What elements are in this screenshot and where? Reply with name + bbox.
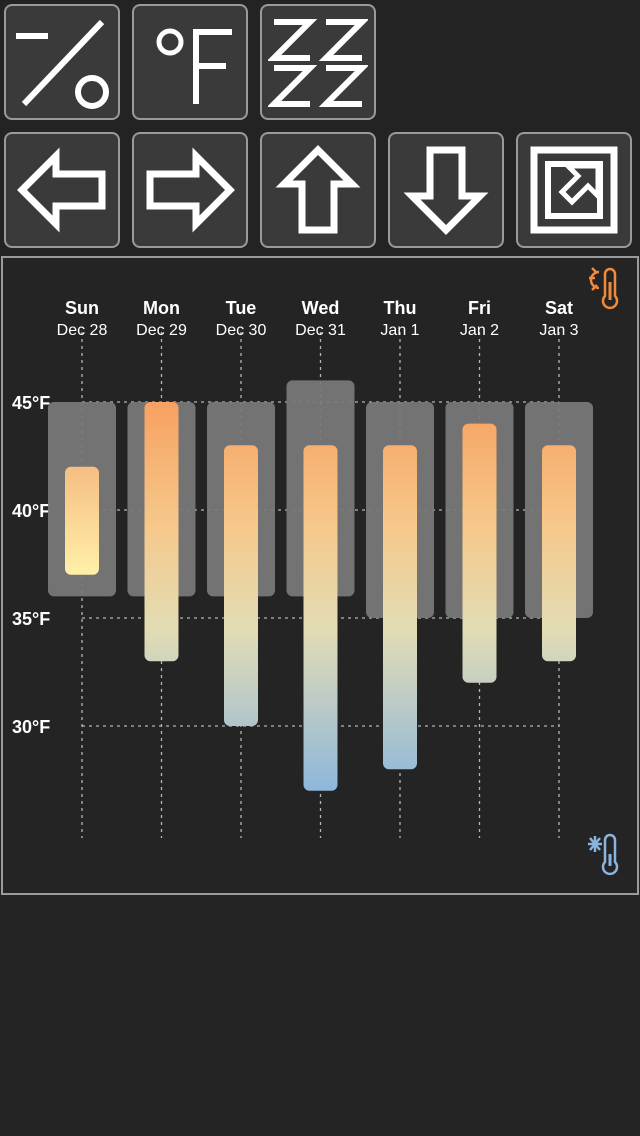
expand-arrow-icon [530, 146, 618, 234]
fullscreen-button[interactable] [516, 132, 632, 248]
fahrenheit-icon [156, 28, 232, 104]
day-label: Fri [468, 298, 491, 318]
arrow-right-icon [146, 147, 235, 233]
forecast-range-bar [383, 445, 417, 770]
day-label: Wed [302, 298, 340, 318]
pan-up-button[interactable] [260, 132, 376, 248]
date-label: Jan 2 [460, 322, 499, 339]
thermometer-cold-icon [588, 833, 619, 876]
date-label: Dec 31 [295, 322, 346, 339]
fahrenheit-toggle-button[interactable] [132, 4, 248, 120]
date-label: Dec 30 [216, 322, 267, 339]
date-label: Jan 1 [380, 322, 419, 339]
y-tick-label: 40°F [12, 501, 50, 521]
pan-left-button[interactable] [4, 132, 120, 248]
forecast-range-bar [303, 445, 338, 791]
forecast-range-bar [462, 423, 497, 683]
pan-right-button[interactable] [132, 132, 248, 248]
date-label: Dec 29 [136, 322, 187, 339]
day-label: Mon [143, 298, 180, 318]
forecast-range-bar [144, 402, 179, 662]
arrow-up-icon [275, 145, 361, 234]
y-tick-label: 45°F [12, 393, 50, 413]
day-label: Thu [384, 298, 417, 318]
forecast-chart-panel: 45°F 40°F 35°F 30°F Sun Dec 28 Mon Dec 29 Tue De… [1, 256, 639, 895]
y-tick-label: 30°F [12, 717, 50, 737]
forecast-range-bar [224, 445, 258, 726]
day-label: Sat [545, 298, 573, 318]
day-label: Tue [226, 298, 257, 318]
forecast-chart: 45°F 40°F 35°F 30°F Sun Dec 28 Mon Dec 29 Tue De… [12, 267, 619, 876]
sleep-button[interactable] [260, 4, 376, 120]
arrow-down-icon [403, 146, 489, 235]
date-label: Dec 28 [57, 322, 108, 339]
forecast-range-bar [65, 466, 99, 575]
day-label: Sun [65, 298, 99, 318]
date-label: Jan 3 [539, 322, 578, 339]
pan-down-button[interactable] [388, 132, 504, 248]
thermometer-hot-icon [589, 267, 619, 310]
y-tick-label: 35°F [12, 609, 50, 629]
percent-toggle-button[interactable] [4, 4, 120, 120]
percent-icon [16, 19, 109, 109]
forecast-range-bar [542, 445, 576, 662]
zzzz-icon [268, 19, 368, 107]
arrow-left-icon [17, 147, 106, 233]
